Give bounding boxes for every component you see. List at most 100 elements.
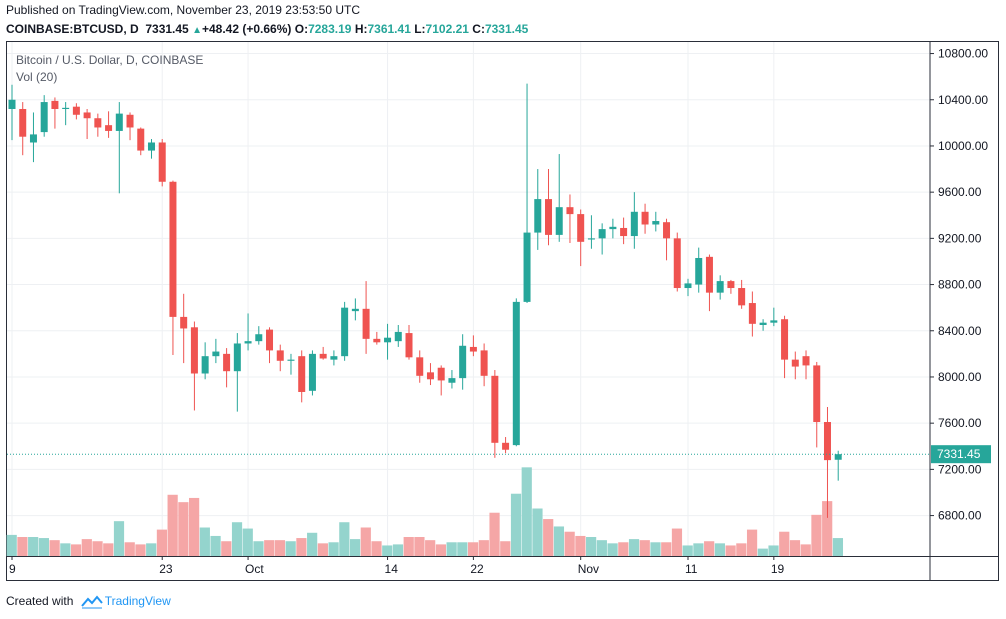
volume-bar (586, 537, 597, 556)
candle-body (705, 256, 713, 293)
candle-body (437, 367, 445, 381)
y-tick-label: 8000.00 (938, 370, 982, 384)
candle-body (609, 226, 617, 230)
volume-bar (714, 543, 725, 556)
volume-bar (618, 542, 629, 556)
x-tick-label: 22 (470, 562, 484, 576)
volume-bar (457, 542, 468, 556)
x-tick-label: Nov (578, 562, 599, 576)
candle-body (823, 422, 831, 461)
volume-bar (210, 535, 221, 556)
chart-title: Bitcoin / U.S. Dollar, D, COINBASE (16, 53, 204, 67)
candle-body (684, 283, 692, 289)
volume-bar (510, 493, 522, 556)
candle-body (105, 125, 113, 131)
volume-bars (6, 467, 844, 556)
volume-bar (414, 537, 425, 556)
candle-body (212, 351, 220, 357)
candle-body (341, 307, 349, 357)
volume-bar (339, 522, 350, 556)
candle-body (319, 353, 327, 359)
candle-body (673, 238, 681, 289)
volume-bar (49, 540, 60, 556)
candle-body (577, 214, 585, 242)
candle-body (126, 114, 134, 128)
volume-bar (156, 529, 168, 556)
low-label: L: (414, 22, 426, 36)
tradingview-logo-icon (80, 595, 103, 609)
candle-body (233, 343, 241, 372)
volume-legend: Vol (20) (16, 70, 58, 84)
candle-body (115, 113, 123, 131)
x-tick-label: 23 (159, 562, 173, 576)
up-arrow-icon: ▲ (192, 25, 202, 36)
volume-bar (6, 534, 17, 556)
volume-bar (682, 545, 693, 556)
candle-body (94, 118, 102, 128)
volume-bar (189, 497, 200, 556)
current-price-tag (931, 445, 991, 464)
x-tick-label: 19 (771, 562, 785, 576)
volume-bar (671, 528, 683, 556)
candle-body (545, 199, 552, 235)
volume-bar (736, 543, 747, 556)
candle-body (426, 372, 434, 380)
volume-bar (81, 539, 92, 556)
volume-bar (328, 542, 339, 556)
volume-bar (253, 541, 264, 556)
candle-body (266, 329, 274, 351)
candle-body (308, 353, 316, 391)
volume-bar (564, 531, 575, 556)
candle-body (716, 281, 724, 293)
candle-body (695, 257, 703, 285)
candle-body (727, 281, 735, 289)
candle-body (158, 142, 166, 182)
volume-bar (467, 542, 479, 556)
candle-body (663, 222, 671, 239)
candle-body (244, 341, 252, 344)
candle-body (169, 181, 177, 317)
volume-bar (832, 538, 844, 556)
volume-bar (639, 540, 650, 556)
candle-body (813, 365, 821, 423)
candle-body (502, 442, 510, 450)
candle-body (255, 334, 263, 342)
close-label: C: (472, 22, 485, 36)
volume-bar (693, 543, 704, 556)
volume-bar (70, 544, 82, 556)
volume-bar (178, 502, 189, 556)
candle-body (652, 221, 660, 225)
volume-bar (661, 542, 672, 556)
candle-body (405, 333, 413, 358)
volume-bar (446, 542, 457, 556)
volume-bar (274, 540, 286, 556)
volume-bar (38, 538, 49, 556)
volume-bar (800, 544, 811, 556)
volume-bar (221, 541, 232, 556)
x-tick-label: 14 (385, 562, 399, 576)
candle-body (448, 378, 456, 383)
x-tick-label: 11 (685, 562, 698, 576)
footer-credit[interactable]: Created with TradingView (6, 594, 171, 609)
candle-body (394, 331, 402, 342)
high-value: 7361.41 (367, 22, 411, 36)
volume-bar (167, 494, 178, 556)
candle-body (223, 353, 231, 372)
tradingview-brand: TradingView (104, 594, 171, 608)
volume-bar (28, 537, 39, 556)
volume-bar (349, 539, 361, 556)
candle-body (287, 359, 295, 361)
candle-body (180, 316, 188, 329)
y-tick-label: 7200.00 (938, 462, 982, 476)
volume-bar (746, 529, 758, 556)
volume-bar (543, 519, 554, 556)
y-tick-label: 10400.00 (938, 93, 988, 107)
volume-bar (285, 541, 296, 556)
candle-body (373, 338, 381, 343)
candle-body (62, 107, 70, 109)
created-with-label: Created with (6, 594, 74, 608)
candle-body (190, 327, 198, 374)
x-tick-label: 9 (9, 562, 16, 576)
candle-body (201, 356, 209, 374)
